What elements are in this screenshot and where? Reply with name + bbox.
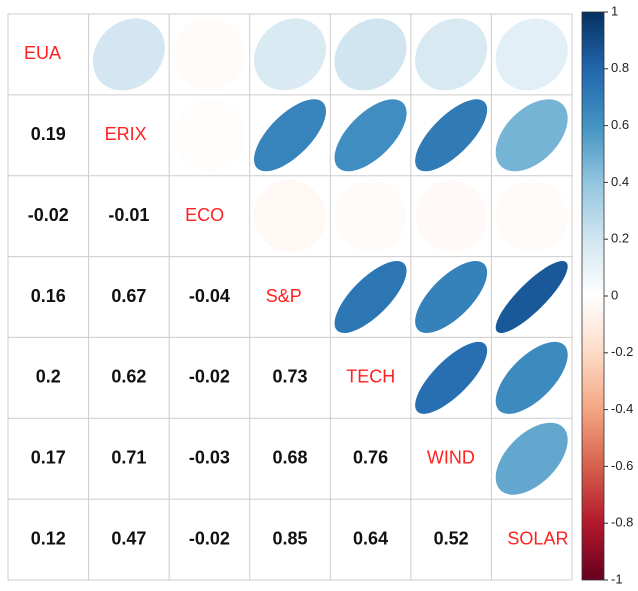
color-bar-label: 0 [611,287,618,302]
color-bar-label: -0.6 [611,458,633,473]
coefficient: 0.73 [272,367,307,387]
coefficient: 0.2 [36,367,61,387]
color-bar-label: -0.4 [611,401,633,416]
coefficient: 0.85 [272,528,307,548]
variable-label: ECO [185,205,224,225]
correlation-ellipse [495,180,568,253]
correlation-ellipse [495,18,568,91]
correlation-ellipse [415,341,488,414]
coefficient: 0.76 [353,447,388,467]
variable-label: WIND [427,447,475,467]
color-bar-label: 0.2 [611,231,629,246]
correlation-ellipse [254,99,327,172]
correlation-ellipse [495,260,568,333]
color-bar-label: 0.6 [611,117,629,132]
coefficient: 0.52 [434,528,469,548]
correlation-ellipse [415,99,488,172]
correlation-ellipse [495,341,568,414]
coefficient: -0.02 [28,205,69,225]
coefficient: -0.02 [189,528,230,548]
coefficient: -0.02 [189,367,230,387]
variable-label: S&P [266,286,302,306]
correlation-ellipse [334,261,407,334]
variable-label: SOLAR [507,528,568,548]
coefficient: 0.67 [111,286,146,306]
variable-label: TECH [346,367,395,387]
coefficient: 0.71 [111,447,146,467]
correlation-ellipse [92,18,165,91]
color-bar-label: -0.2 [611,344,633,359]
color-bar-label: -1 [611,571,623,586]
coefficient: 0.64 [353,528,388,548]
coefficient: 0.17 [31,447,66,467]
color-bar-label: 0.8 [611,60,629,75]
correlation-ellipse [254,180,327,253]
variable-label: ERIX [105,124,147,144]
coefficient: -0.01 [108,205,149,225]
correlation-ellipse [415,261,488,334]
coefficient: 0.12 [31,528,66,548]
coefficient: 0.47 [111,528,146,548]
coefficient: 0.62 [111,367,146,387]
color-bar-label: 1 [611,3,618,18]
color-bar [581,11,605,581]
coefficient: -0.04 [189,286,230,306]
variable-label: EUA [24,43,61,63]
correlation-ellipse [495,99,568,172]
correlation-ellipse [253,18,326,91]
correlation-ellipse [415,18,488,91]
correlation-ellipse [334,180,407,253]
coefficient: 0.16 [31,286,66,306]
coefficient: 0.19 [31,124,66,144]
correlation-ellipse [334,99,407,172]
correlation-ellipse [173,18,246,91]
correlation-ellipse [334,18,407,91]
coefficient: -0.03 [189,447,230,467]
correlation-ellipse [173,99,246,172]
correlation-ellipse [495,422,568,495]
coefficient: 0.68 [272,447,307,467]
color-bar-label: -0.8 [611,515,633,530]
color-bar-label: 0.4 [611,174,629,189]
correlation-ellipse [415,180,488,253]
